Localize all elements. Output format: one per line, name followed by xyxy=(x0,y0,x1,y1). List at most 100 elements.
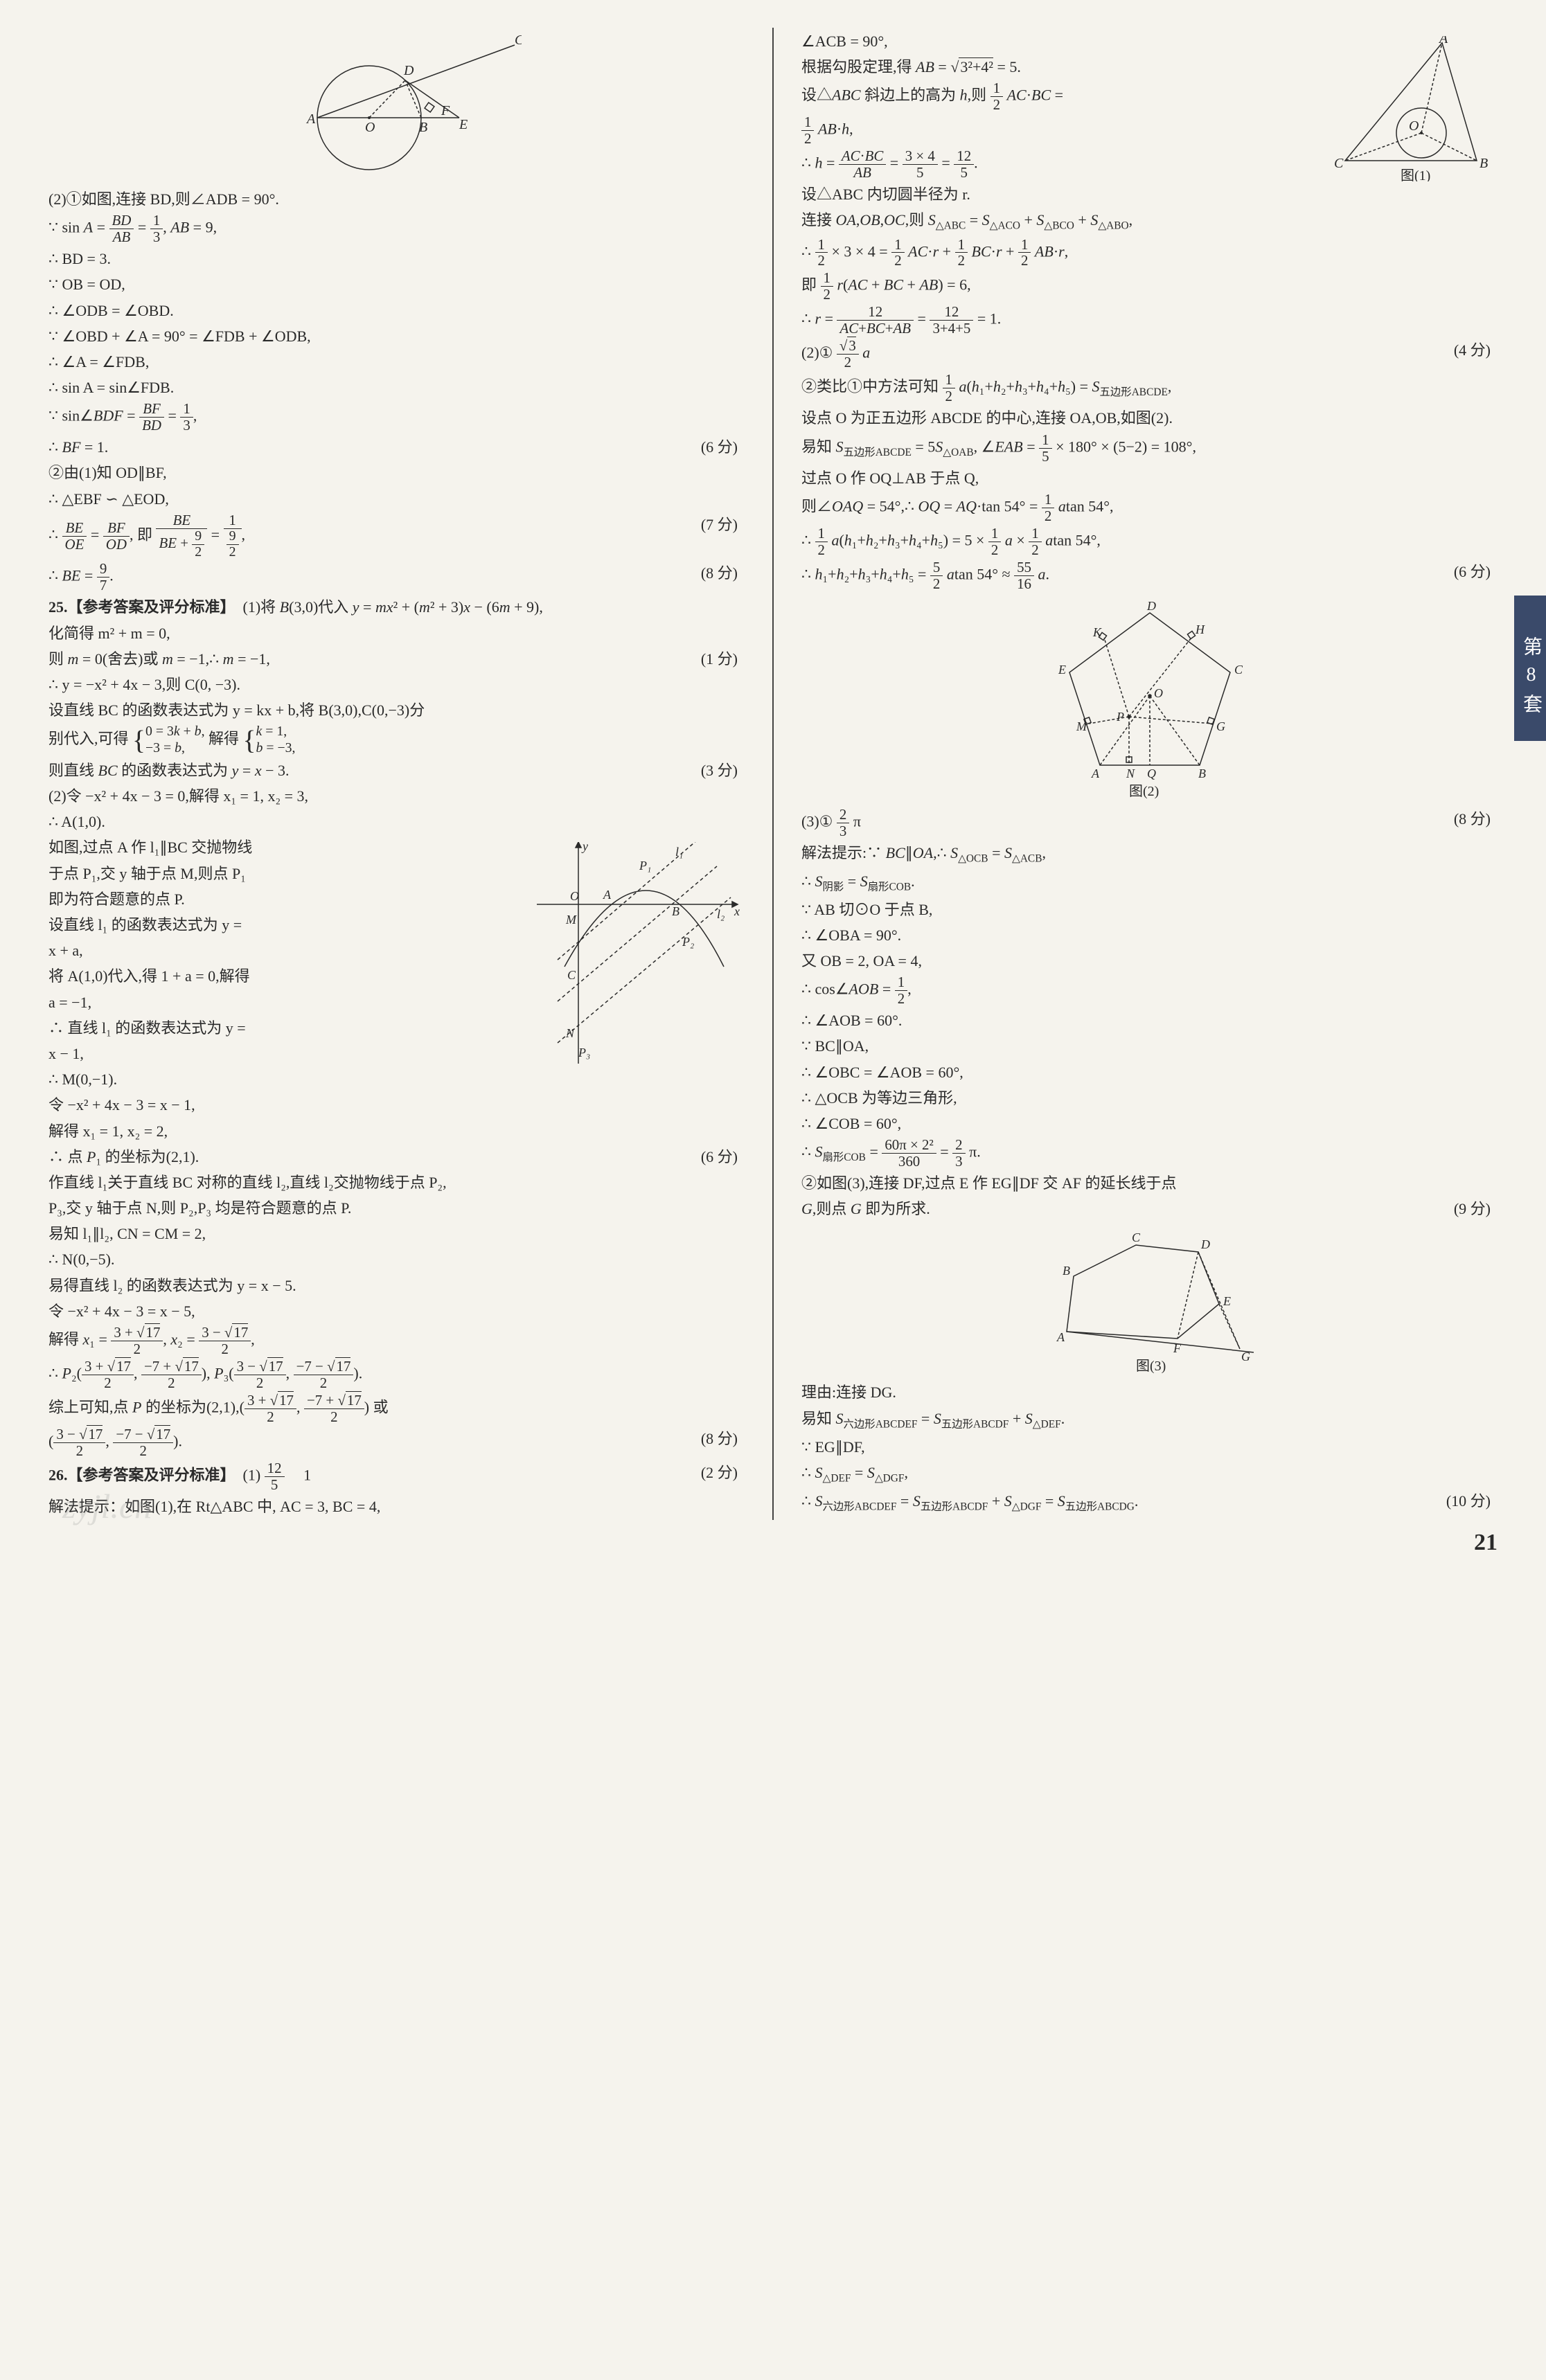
right-column: ∠ACB = 90°, 根据勾股定理,得 AB = √3²+4² = 5. 设△… xyxy=(788,28,1511,1520)
text-line: 过点 O 作 OQ⊥AB 于点 Q, xyxy=(801,466,1498,490)
text-line: 化简得 m² + m = 0, xyxy=(48,621,745,645)
page-number: 21 xyxy=(1474,1524,1498,1562)
q26-header: 26.【参考答案及评分标准】 (1) 125 1(2 分) xyxy=(48,1460,745,1493)
text-line: ∴ ∠ODB = ∠OBD. xyxy=(48,298,745,323)
text-line: ∴ y = −x² + 4x − 3,则 C(0, −3). xyxy=(48,672,745,697)
text-line: 将 A(1,0)代入,得 1 + a = 0,解得 xyxy=(48,964,438,988)
svg-text:K: K xyxy=(1092,625,1102,639)
score: (6 分) xyxy=(701,1145,738,1169)
text-line: ∵ OB = OD, xyxy=(48,272,745,296)
text-line: 设直线 l₁ 的函数表达式为 y = xyxy=(48,913,438,937)
svg-text:H: H xyxy=(1195,623,1205,636)
text-line: ∴ △EBF ∽ △EOD, xyxy=(48,487,745,511)
text-line: (3)① 23 π(8 分) xyxy=(801,807,1498,839)
text-line: ∴ ∠A = ∠FDB, xyxy=(48,350,745,374)
svg-text:C: C xyxy=(1234,663,1243,677)
diagram-right-triangle: A B C O 图(1) xyxy=(1324,36,1498,181)
svg-text:O: O xyxy=(365,120,375,135)
svg-text:O: O xyxy=(1154,686,1163,700)
text-line: ∴ ∠OBC = ∠AOB = 60°, xyxy=(801,1060,1498,1084)
text-line: ∴ M(0,−1). xyxy=(48,1067,438,1091)
text-line: 则直线 BC 的函数表达式为 y = x − 3.(3 分) xyxy=(48,758,745,782)
svg-text:D: D xyxy=(1146,599,1156,613)
text-line: P₃,交 y 轴于点 N,则 P₂,P₃ 均是符合题意的点 P. xyxy=(48,1196,745,1220)
svg-text:A: A xyxy=(1091,767,1100,780)
text-line: 易知 S五边形ABCDE = 5S△OAB, ∠EAB = 15 × 180° … xyxy=(801,432,1498,465)
svg-text:E: E xyxy=(459,117,468,132)
text-line: ∠ACB = 90°, xyxy=(801,29,1233,53)
text-line: 如图,过点 A 作 l₁∥BC 交抛物线 xyxy=(48,835,438,859)
text-line: 则 m = 0(舍去)或 m = −1,∴ m = −1,(1 分) xyxy=(48,647,745,671)
text-line: a = −1, xyxy=(48,990,438,1014)
score: (4 分) xyxy=(1454,338,1491,362)
svg-text:O: O xyxy=(1409,118,1419,134)
diagram-hexagon: A B C D E F G 图(3) xyxy=(1032,1228,1268,1373)
text-line: ∴ N(0,−5). xyxy=(48,1247,745,1271)
text-line: 根据勾股定理,得 AB = √3²+4² = 5. xyxy=(801,55,1233,79)
score: (8 分) xyxy=(701,561,738,585)
text-line: ∴ S六边形ABCDEF = S五边形ABCDF + S△DGF = S五边形A… xyxy=(801,1489,1498,1516)
text-line: ∴ 点 P₁ 的坐标为(2,1).(6 分) xyxy=(48,1145,745,1169)
score: (2 分) xyxy=(701,1460,738,1485)
svg-text:G: G xyxy=(1216,719,1225,733)
text-line: 别代入,可得 {0 = 3k + b,−3 = b, 解得 {k = 1,b =… xyxy=(48,724,745,757)
svg-text:l₁: l₁ xyxy=(675,845,683,859)
svg-text:C: C xyxy=(567,968,576,982)
score: (6 分) xyxy=(701,435,738,459)
text-line: ∵ sin A = BDAB = 13, AB = 9, xyxy=(48,213,745,245)
text-line: ∴ S△DEF = S△DGF, xyxy=(801,1460,1498,1487)
svg-text:A: A xyxy=(1056,1330,1065,1344)
text-line: ∵ ∠OBD + ∠A = 90° = ∠FDB + ∠ODB, xyxy=(48,324,745,348)
text-line: 连接 OA,OB,OC,则 S△ABC = S△ACO + S△BCO + S△… xyxy=(801,208,1498,235)
svg-text:B: B xyxy=(1198,767,1206,780)
score: (10 分) xyxy=(1446,1489,1491,1513)
text-line: 即为符合题意的点 P. xyxy=(48,887,438,911)
score: (9 分) xyxy=(1454,1197,1491,1221)
svg-text:y: y xyxy=(581,842,588,853)
text-line: (3 − √172, −7 − √172).(8 分) xyxy=(48,1426,745,1459)
text-line: ∴ BD = 3. xyxy=(48,247,745,271)
svg-text:B: B xyxy=(672,904,679,918)
score: (3 分) xyxy=(701,758,738,782)
text-line: 解法提示：如图(1),在 Rt△ABC 中, AC = 3, BC = 4, xyxy=(48,1494,745,1519)
svg-text:E: E xyxy=(1223,1294,1231,1308)
svg-text:A: A xyxy=(305,111,316,127)
diagram-circle-tangent: A B C D E F O xyxy=(272,35,522,180)
svg-text:B: B xyxy=(419,120,427,135)
svg-text:A: A xyxy=(1438,36,1448,46)
text-line: x − 1, xyxy=(48,1041,438,1066)
text-line: ∴ A(1,0). xyxy=(48,809,745,834)
text-line: ∴ r = 12AC+BC+AB = 123+4+5 = 1. xyxy=(801,304,1498,337)
text-line: ∴ h = AC·BCAB = 3 × 45 = 125. xyxy=(801,148,1233,181)
svg-text:F: F xyxy=(441,103,450,118)
svg-text:N: N xyxy=(1126,767,1135,780)
text-line: 作直线 l₁关于直线 BC 对称的直线 l₂,直线 l₂交抛物线于点 P₂, xyxy=(48,1170,745,1195)
diagram-parabola: O x y A B C M N P₁ P₂ P₃ l₁ l₂ xyxy=(537,842,745,1071)
svg-text:P: P xyxy=(1116,710,1124,724)
text-line: 设点 O 为正五边形 ABCDE 的中心,连接 OA,OB,如图(2). xyxy=(801,406,1498,430)
text-line: ∴ cos∠AOB = 12, xyxy=(801,974,1498,1007)
text-line: 即 12 r(AC + BC + AB) = 6, xyxy=(801,270,1498,303)
svg-text:F: F xyxy=(1173,1341,1182,1355)
text-line: ∴ BE = 97.(8 分) xyxy=(48,561,745,593)
svg-text:l₂: l₂ xyxy=(717,907,725,921)
svg-text:E: E xyxy=(1058,663,1066,677)
svg-text:B: B xyxy=(1480,156,1488,171)
svg-text:P₃: P₃ xyxy=(578,1046,590,1059)
text-line: 易知 l₁∥l₂, CN = CM = 2, xyxy=(48,1222,745,1246)
text-line: ∴ ∠COB = 60°, xyxy=(801,1111,1498,1136)
svg-text:C: C xyxy=(1334,156,1344,171)
text-line: ∴ BEOE = BFOD, 即 BEBE + 92 = 192,(7 分) xyxy=(48,512,745,560)
text-line: 解法提示:∵ BC∥OA,∴ S△OCB = S△ACB, xyxy=(801,841,1498,868)
text-line: x + a, xyxy=(48,938,438,963)
text-line: ②类比①中方法可知 12 a(h₁+h₂+h₃+h₄+h₅) = S五边形ABC… xyxy=(801,372,1498,404)
score: (7 分) xyxy=(701,512,738,537)
left-column: A B C D E F O (2)①如图,连接 BD,则∠ADB = 90°. … xyxy=(35,28,758,1520)
text-line: 于点 P₁,交 y 轴于点 M,则点 P₁ xyxy=(48,861,438,886)
text-line: 解得 x₁ = 1, x₂ = 2, xyxy=(48,1119,745,1143)
score: (8 分) xyxy=(701,1426,738,1451)
text-line: 解得 x₁ = 3 + √172, x₂ = 3 − √172, xyxy=(48,1325,745,1357)
watermark: zyjl.cn xyxy=(62,1478,152,1534)
svg-text:x: x xyxy=(734,904,740,918)
text-line: ∴ BF = 1.(6 分) xyxy=(48,435,745,459)
